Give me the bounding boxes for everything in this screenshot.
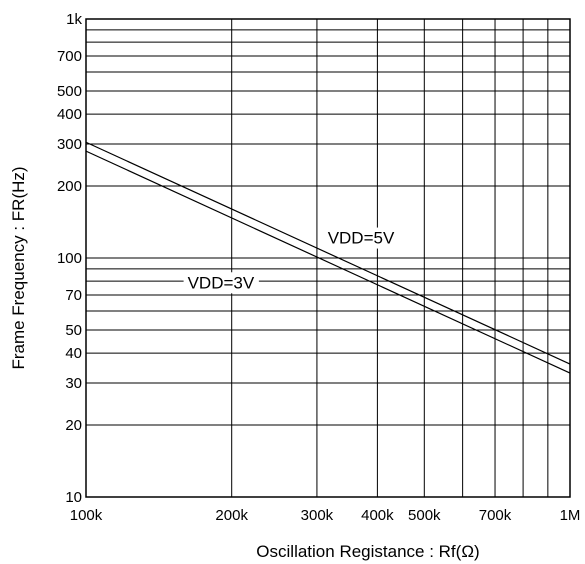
y-tick-labels: 10 20 30 40 50 70 100 200 300 400 500 700 1k	[57, 11, 83, 506]
x-tick-label: 400k	[361, 507, 394, 524]
y-tick-label: 700	[57, 48, 82, 65]
grid	[85, 18, 571, 498]
annotation-background	[183, 272, 259, 294]
y-tick-label: 300	[57, 136, 82, 153]
y-tick-label: 40	[65, 345, 82, 362]
y-tick-label: 500	[57, 83, 82, 100]
y-tick-label: 100	[57, 250, 82, 267]
series-group	[85, 141, 571, 374]
y-tick-label: 200	[57, 178, 82, 195]
annotation-vdd-3v: VDD=3V	[183, 272, 259, 294]
x-tick-label: 700k	[479, 507, 512, 524]
x-tick-label: 200k	[215, 507, 248, 524]
annotation-label: VDD=3V	[188, 273, 255, 292]
plot-frame	[85, 18, 571, 498]
series-line-vdd-3v	[85, 150, 571, 374]
annotation-vdd-5v: VDD=5V	[323, 227, 399, 249]
series-line-vdd-5v	[85, 141, 571, 365]
x-tick-labels: 100k 200k 300k 400k 500k 700k 1M	[70, 507, 581, 524]
x-tick-label: 100k	[70, 507, 103, 524]
y-tick-label: 20	[65, 417, 82, 434]
y-tick-label: 70	[65, 287, 82, 304]
y-axis-label: Frame Frequency : FR(Hz)	[9, 166, 28, 369]
x-tick-label: 1M	[560, 507, 581, 524]
x-tick-label: 300k	[301, 507, 334, 524]
x-tick-label: 500k	[408, 507, 441, 524]
annotation-label: VDD=5V	[328, 229, 395, 248]
y-tick-label: 30	[65, 375, 82, 392]
annotation-background	[323, 227, 399, 249]
y-tick-label: 400	[57, 106, 82, 123]
y-tick-label: 50	[65, 322, 82, 339]
annotation-group: VDD=5V VDD=3V	[183, 227, 399, 294]
y-tick-label: 10	[65, 489, 82, 506]
x-axis-label: Oscillation Registance : Rf(Ω)	[256, 542, 479, 561]
y-tick-label: 1k	[66, 11, 82, 28]
